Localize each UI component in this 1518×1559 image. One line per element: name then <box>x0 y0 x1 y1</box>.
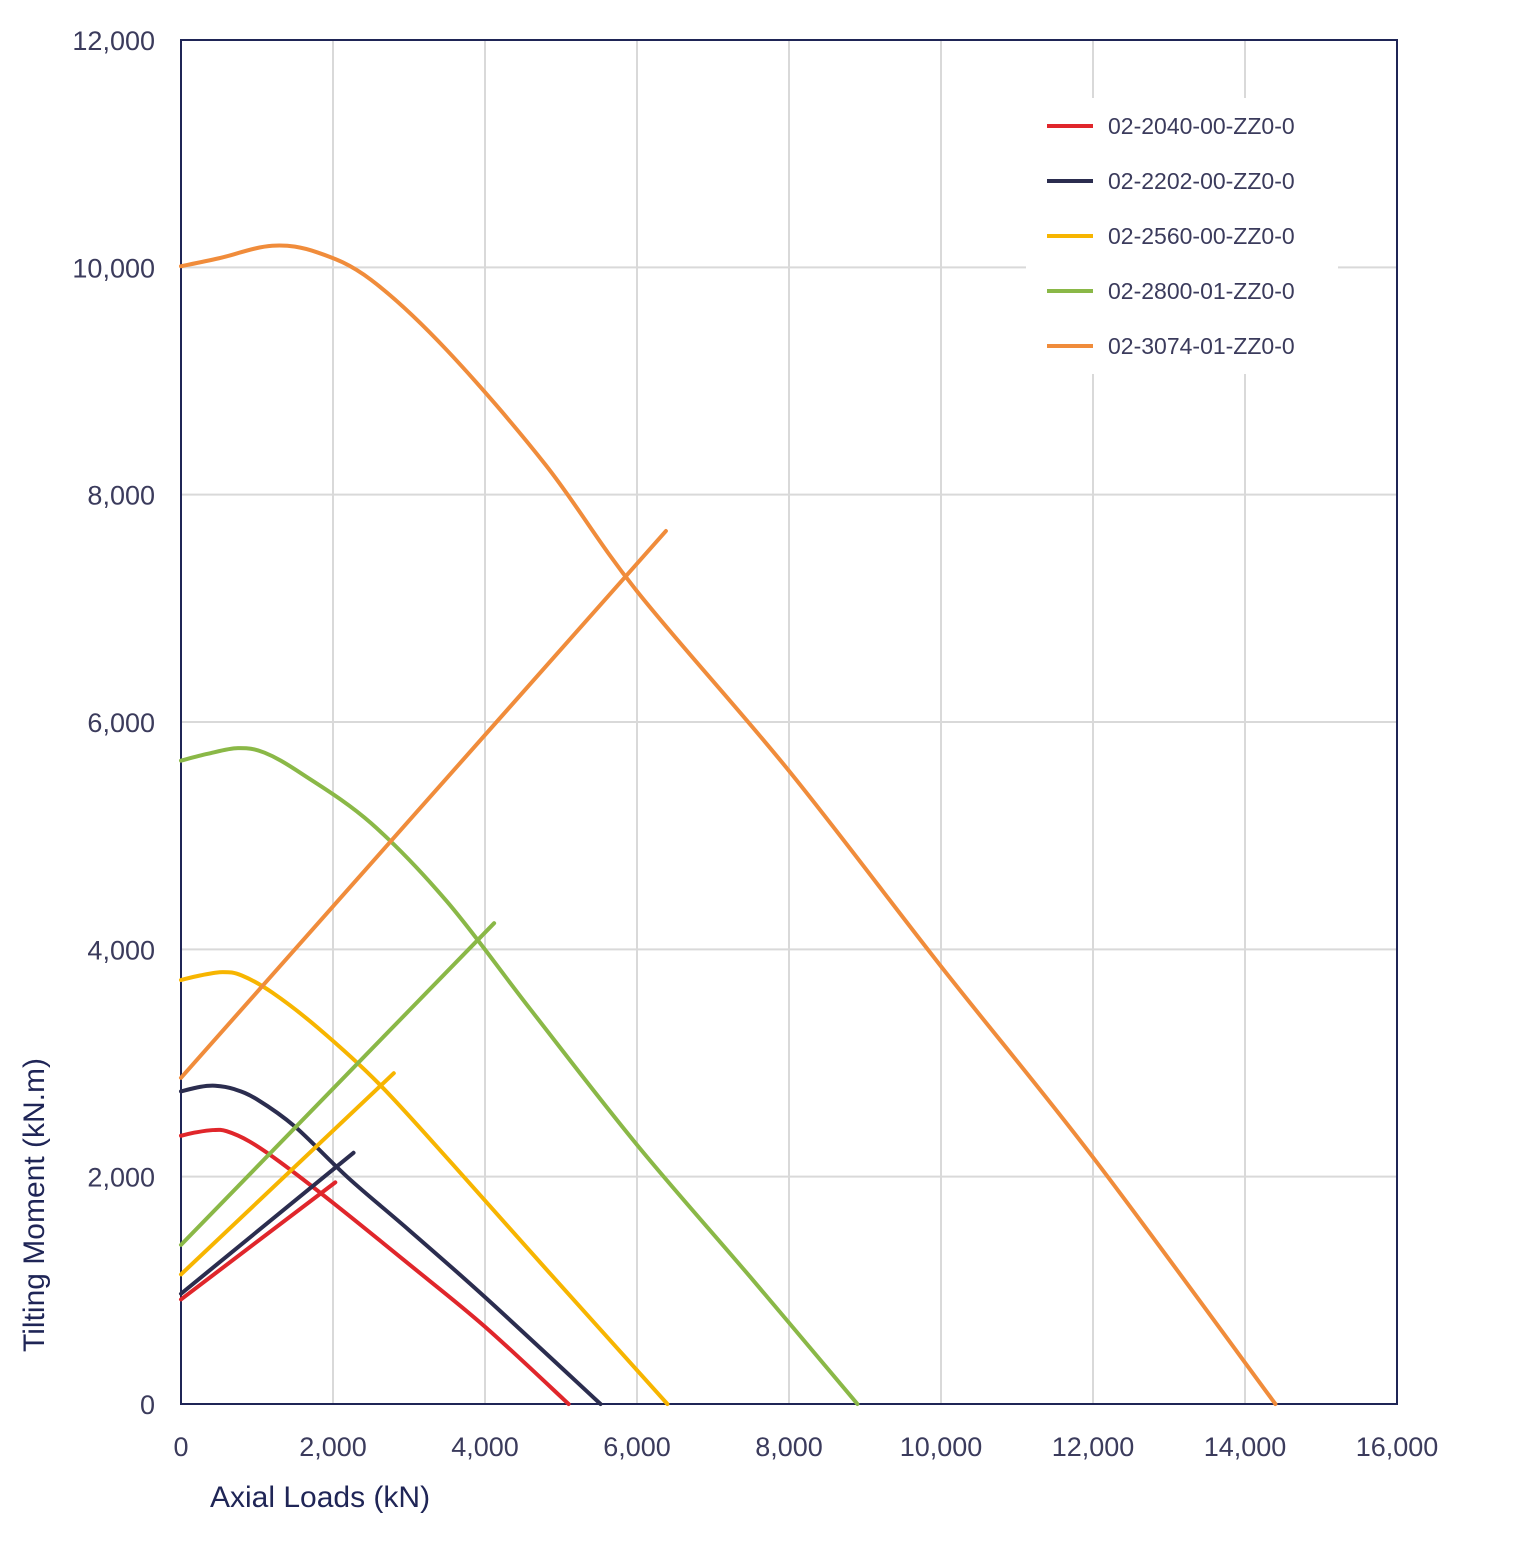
x-tick-label: 16,000 <box>1356 1432 1439 1462</box>
legend-label: 02-3074-01-ZZ0-0 <box>1108 333 1295 359</box>
y-tick-label: 8,000 <box>87 481 155 511</box>
series-line-02-2560-00-ZZ0-0-limit-line <box>179 1071 396 1277</box>
y-tick-labels: 0 2,000 4,000 6,000 8,000 10,000 12,000 <box>72 26 155 1420</box>
series-line-02-2560-00-ZZ0-0-capacity-curve <box>179 970 670 1406</box>
legend-label: 02-2560-00-ZZ0-0 <box>1108 223 1295 249</box>
series-line-02-2040-00-ZZ0-0-capacity-curve <box>179 1127 571 1406</box>
x-tick-label: 2,000 <box>299 1432 367 1462</box>
x-tick-label: 6,000 <box>603 1432 671 1462</box>
x-tick-label: 14,000 <box>1204 1432 1287 1462</box>
y-tick-label: 12,000 <box>72 26 155 56</box>
series-line-02-2202-00-ZZ0-0-limit-line <box>179 1150 356 1296</box>
y-tick-label: 6,000 <box>87 708 155 738</box>
x-axis-title: Axial Loads (kN) <box>210 1481 430 1514</box>
y-tick-label: 4,000 <box>87 935 155 965</box>
legend-label: 02-2800-01-ZZ0-0 <box>1108 278 1295 304</box>
legend: 02-2040-00-ZZ0-0 02-2202-00-ZZ0-0 02-2560-… <box>1026 98 1338 374</box>
x-tick-label: 10,000 <box>900 1432 983 1462</box>
series-line-02-3074-01-ZZ0-0-capacity-curve <box>179 243 1278 1406</box>
x-tick-label: 4,000 <box>451 1432 519 1462</box>
x-tick-labels: 0 2,000 4,000 6,000 8,000 10,000 12,000 14,000 1… <box>173 1432 1438 1462</box>
y-tick-label: 0 <box>140 1390 155 1420</box>
series-line-02-2040-00-ZZ0-0-limit-line <box>179 1180 338 1302</box>
legend-label: 02-2202-00-ZZ0-0 <box>1108 168 1295 194</box>
series-line-02-3074-01-ZZ0-0-limit-line <box>179 529 668 1080</box>
x-tick-label: 8,000 <box>755 1432 823 1462</box>
y-tick-label: 10,000 <box>72 253 155 283</box>
series-curves <box>179 243 1278 1406</box>
series-line-02-2800-01-ZZ0-0-limit-line <box>179 921 497 1247</box>
plot-frame <box>180 39 1398 1405</box>
x-tick-label: 0 <box>173 1432 188 1462</box>
legend-label: 02-2040-00-ZZ0-0 <box>1108 113 1295 139</box>
y-axis-title: Tilting Moment (kN.m) <box>18 1058 51 1352</box>
x-tick-label: 12,000 <box>1052 1432 1135 1462</box>
series-line-02-2800-01-ZZ0-0-capacity-curve <box>179 746 860 1406</box>
y-tick-label: 2,000 <box>87 1163 155 1193</box>
